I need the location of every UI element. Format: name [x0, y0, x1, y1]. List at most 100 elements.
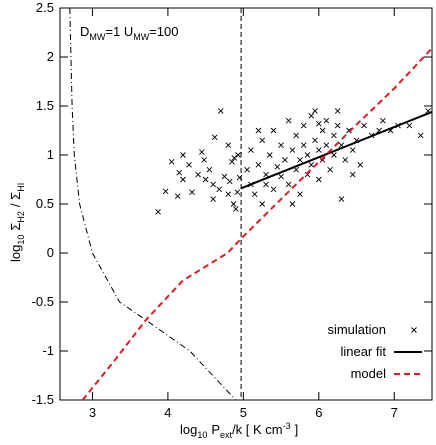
- scatter-point: [270, 186, 277, 193]
- scatter-point: [263, 171, 269, 178]
- scatter-point: [331, 152, 337, 158]
- scatter-point: [380, 117, 386, 124]
- scatter-point: [229, 159, 235, 165]
- x-axis-label-part: 10: [197, 430, 207, 440]
- scatter-point: [234, 189, 241, 196]
- scatter-point: [357, 161, 364, 168]
- scatter-point: [293, 132, 299, 139]
- scatter-point: [349, 147, 356, 153]
- scatter-point: [312, 137, 318, 144]
- scatter-point: [304, 152, 311, 158]
- scatter-point: [289, 201, 296, 207]
- scatter-point: [331, 132, 337, 139]
- y-tick-label: 2.5: [36, 0, 54, 15]
- scatter-point: [180, 176, 186, 183]
- scatter-point: [195, 171, 201, 178]
- scatter-point: [199, 149, 205, 155]
- scatter-point: [308, 112, 315, 119]
- scatter-point: [236, 174, 243, 181]
- scatter-point: [248, 147, 254, 153]
- scatter-point: [211, 134, 218, 141]
- y-tick-label: 2: [47, 49, 54, 64]
- y-tick-label: -1.5: [32, 392, 54, 407]
- y-axis-label-part: HI: [16, 183, 26, 192]
- scatter-point: [342, 157, 349, 163]
- scatter-point: [232, 206, 239, 212]
- fit-line: [240, 110, 432, 190]
- scatter-point: [186, 161, 192, 168]
- x-axis-label-part: -3: [283, 421, 291, 431]
- y-axis-label-part: Σ: [8, 223, 23, 231]
- scatter-point: [230, 201, 237, 207]
- y-tick-label: 1.5: [36, 98, 54, 113]
- scatter-point: [297, 157, 303, 163]
- annotation-part: =100: [149, 24, 178, 39]
- annotation-part: MW: [133, 32, 149, 42]
- scatter-point: [334, 122, 341, 129]
- scatter-point: [189, 189, 195, 196]
- scatter-point: [327, 166, 333, 173]
- plot-area: [69, 8, 432, 400]
- scatter-point: [315, 176, 322, 183]
- scatter-point: [202, 176, 209, 183]
- scatter-point: [319, 127, 326, 134]
- scatter-point: [417, 132, 424, 139]
- scatter-point: [255, 161, 262, 168]
- scatter-point: [251, 191, 258, 198]
- model-line: [81, 47, 432, 400]
- scatter-point: [216, 186, 223, 193]
- annotation-part: =1 U: [105, 24, 133, 39]
- x-axis-label-part: P: [211, 422, 220, 437]
- y-axis-label-part: 10: [16, 235, 26, 245]
- x-axis-label-part: ]: [295, 422, 299, 437]
- scatter-point: [285, 181, 292, 188]
- scatter-point: [300, 122, 307, 129]
- scatter-point: [259, 137, 266, 144]
- scatter-point: [244, 166, 250, 173]
- y-tick-label: 0.5: [36, 196, 54, 211]
- scatter-point: [293, 166, 299, 173]
- scatter-point: [315, 120, 322, 127]
- annotation-part: D: [80, 24, 89, 39]
- scatter-point: [162, 188, 169, 195]
- scatter-point: [225, 191, 232, 198]
- scatter-point: [300, 142, 307, 149]
- scatter-point: [297, 191, 303, 198]
- scatter-point: [278, 142, 284, 149]
- scatter-point: [206, 166, 213, 173]
- scatter-point: [235, 152, 241, 158]
- scatter-point: [285, 117, 292, 124]
- scatter-point: [346, 127, 352, 134]
- scatter-point: [274, 163, 281, 170]
- y-tick-label: -1: [42, 343, 54, 358]
- scatter-point: [221, 173, 228, 180]
- scatter-point: [312, 108, 318, 114]
- scatter-point: [210, 181, 216, 188]
- scatter-point: [406, 122, 413, 129]
- legend-label: simulation: [327, 322, 386, 337]
- scatter-point: [226, 178, 233, 185]
- annotation-part: MW: [89, 32, 105, 42]
- legend-marker: [411, 327, 417, 333]
- scatter-point: [338, 196, 345, 202]
- legend-label: model: [351, 366, 387, 381]
- y-tick-label: 0: [47, 245, 54, 260]
- scatter-point: [259, 201, 266, 207]
- dash-dot-curve: [69, 8, 237, 400]
- x-axis-label-part: /k [ K cm: [232, 422, 283, 437]
- scatter-point: [255, 127, 262, 134]
- x-axis-label-part: log: [180, 422, 197, 437]
- scatter-point: [323, 142, 330, 149]
- y-axis-label-part: log: [8, 245, 23, 262]
- plot-frame: [59, 7, 433, 401]
- scatter-point: [334, 108, 341, 114]
- scatter-point: [289, 147, 296, 153]
- scatter-point: [319, 157, 326, 163]
- y-axis-label-part: / Σ: [8, 192, 23, 207]
- scatter-point: [263, 181, 269, 188]
- y-axis-label-part: H2: [16, 211, 26, 223]
- scatter-point: [176, 169, 183, 176]
- x-tick-label: 4: [164, 405, 171, 420]
